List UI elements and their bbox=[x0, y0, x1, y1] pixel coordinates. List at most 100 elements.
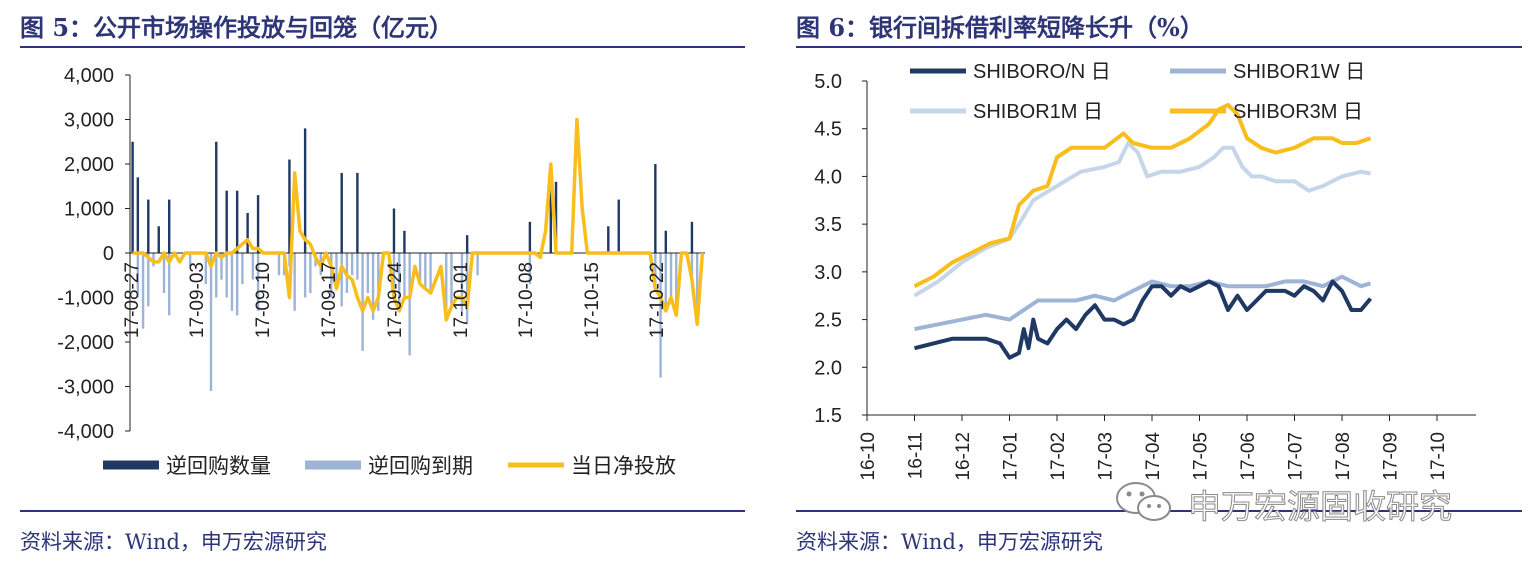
y-tick-label: 2.5 bbox=[814, 310, 842, 332]
bar-maturity bbox=[136, 253, 140, 298]
x-tick-label: 17-05 bbox=[1191, 432, 1212, 481]
bar-maturity bbox=[330, 253, 333, 298]
right-chart: 1.5 2.0 2.5 3.0 3.5 4.0 4.5 5.0 16-10 16-11 16-12 1… bbox=[814, 61, 1476, 481]
bar-reverse-repo bbox=[340, 172, 343, 253]
x-tick-label: 17-04 bbox=[1143, 432, 1164, 481]
y-tick-label: 2,000 bbox=[64, 154, 114, 176]
x-tick-label: 17-02 bbox=[1048, 432, 1069, 481]
x-tick-label: 17-09-10 bbox=[253, 262, 274, 338]
bar-maturity bbox=[403, 253, 406, 298]
legend-label: SHIBOR1W 日 bbox=[1233, 61, 1365, 83]
series-line bbox=[914, 274, 1372, 332]
bar-maturity bbox=[350, 253, 354, 276]
bar-maturity bbox=[429, 253, 432, 294]
y-tick-label: 4.0 bbox=[814, 166, 842, 188]
bar-reverse-repo bbox=[554, 181, 558, 253]
x-tick-label: 17-10-15 bbox=[582, 262, 603, 338]
bar-maturity bbox=[669, 253, 673, 298]
x-tick-label: 17-08-27 bbox=[122, 262, 143, 338]
series-line bbox=[913, 141, 1371, 298]
y-tick-label: -2,000 bbox=[57, 332, 114, 354]
legend-swatch bbox=[305, 460, 361, 470]
bar-reverse-repo bbox=[246, 212, 249, 253]
bar-maturity bbox=[225, 253, 228, 298]
bar-reverse-repo bbox=[690, 221, 694, 253]
right-chart-title: 图 6：银行间拆借利率短降长升（%） bbox=[796, 13, 1204, 42]
bar-maturity bbox=[235, 253, 239, 316]
y-tick-label: 4.5 bbox=[814, 119, 842, 141]
x-tick-label: 17-09-17 bbox=[319, 262, 340, 338]
bar-reverse-repo bbox=[157, 226, 160, 253]
bar-maturity bbox=[460, 253, 464, 311]
legend-swatch bbox=[103, 460, 159, 470]
bar-reverse-repo bbox=[607, 226, 610, 253]
bar-reverse-repo bbox=[356, 172, 359, 253]
x-tick-label: 17-09 bbox=[1381, 432, 1402, 481]
bar-reverse-repo bbox=[131, 141, 134, 253]
bar-reverse-repo bbox=[528, 221, 532, 253]
bar-maturity bbox=[528, 253, 532, 285]
net-injection-line bbox=[132, 117, 705, 326]
bar-reverse-repo bbox=[403, 230, 406, 253]
series-line bbox=[913, 102, 1372, 288]
legend-label: 逆回购数量 bbox=[166, 455, 271, 478]
y-tick-label: 0 bbox=[103, 243, 114, 265]
bar-reverse-repo bbox=[215, 141, 218, 253]
y-tick-label: 4,000 bbox=[64, 65, 114, 87]
legend-label: SHIBOR1M 日 bbox=[973, 101, 1103, 123]
left-chart: 4,000 3,000 2,000 1,000 0 -1,000 -2,000 -3,000 -… bbox=[57, 65, 705, 478]
bar-maturity bbox=[465, 253, 469, 325]
bar-reverse-repo bbox=[136, 177, 140, 253]
bar-maturity bbox=[418, 253, 422, 285]
y-tick-label: 3.0 bbox=[814, 262, 842, 284]
bar-reverse-repo bbox=[465, 235, 469, 253]
bar-reverse-repo bbox=[654, 164, 657, 253]
x-tick-label: 16-10 bbox=[858, 432, 879, 481]
legend-swatch bbox=[508, 462, 564, 468]
x-tick-label: 17-10-22 bbox=[647, 262, 668, 338]
series-line bbox=[914, 279, 1373, 360]
bar-maturity bbox=[377, 253, 380, 311]
bar-reverse-repo bbox=[235, 190, 239, 253]
bar-maturity bbox=[675, 253, 678, 316]
left-source-rule bbox=[20, 510, 745, 512]
bar-maturity bbox=[664, 253, 667, 311]
bar-maturity bbox=[424, 253, 427, 289]
bar-maturity bbox=[659, 253, 662, 378]
bar-maturity bbox=[450, 253, 453, 307]
bar-reverse-repo bbox=[392, 208, 396, 253]
x-tick-label: 17-07 bbox=[1286, 432, 1307, 481]
y-tick-label: -3,000 bbox=[57, 377, 114, 399]
bar-maturity bbox=[188, 253, 192, 267]
bar-maturity bbox=[251, 253, 255, 280]
bar-maturity bbox=[309, 253, 312, 294]
bar-maturity bbox=[445, 253, 448, 320]
legend-label: 逆回购到期 bbox=[368, 455, 473, 478]
bar-maturity bbox=[408, 253, 411, 356]
x-tick-label: 17-10-01 bbox=[451, 262, 472, 338]
bar-maturity bbox=[303, 253, 307, 298]
x-tick-label: 17-09-03 bbox=[187, 262, 208, 338]
x-tick-label: 17-10 bbox=[1428, 432, 1449, 481]
y-tick-label: 2.0 bbox=[814, 357, 842, 379]
bar-reverse-repo bbox=[147, 199, 150, 253]
left-source: 资料来源：Wind，申万宏源研究 bbox=[20, 530, 327, 554]
bar-maturity bbox=[256, 253, 260, 311]
bar-maturity bbox=[230, 253, 234, 311]
bar-maturity bbox=[293, 253, 296, 311]
right-title-rule bbox=[796, 46, 1522, 48]
bar-maturity bbox=[695, 253, 699, 307]
x-tick-label: 17-06 bbox=[1238, 432, 1259, 481]
legend-label: SHIBOR3M 日 bbox=[1233, 101, 1363, 123]
bar-reverse-repo bbox=[288, 159, 291, 253]
x-tick-label: 17-03 bbox=[1096, 432, 1117, 481]
y-tick-label: 1,000 bbox=[64, 199, 114, 221]
left-panel: 图 5：公开市场操作投放与回笼（亿元） 4,000 3,000 2,000 1,000… bbox=[0, 0, 760, 571]
bar-maturity bbox=[335, 253, 338, 289]
bar-maturity bbox=[141, 253, 145, 329]
bar-maturity bbox=[476, 253, 479, 276]
y-tick-label: -4,000 bbox=[57, 421, 114, 443]
x-tick-label: 17-08 bbox=[1333, 432, 1354, 481]
left-chart-title: 图 5：公开市场操作投放与回笼（亿元） bbox=[20, 13, 454, 42]
bar-maturity bbox=[241, 253, 244, 285]
